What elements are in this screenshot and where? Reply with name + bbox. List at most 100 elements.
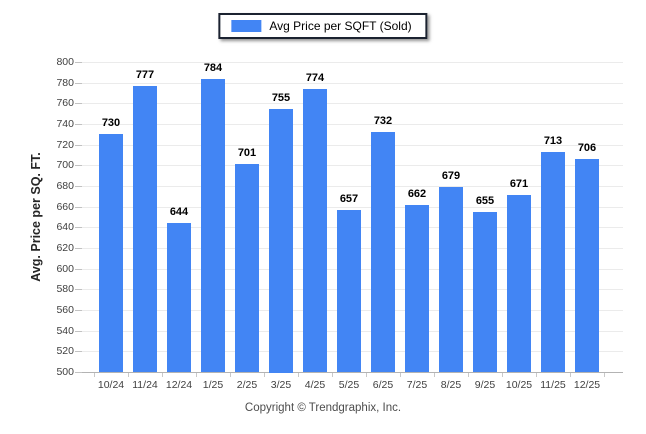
bar[interactable] <box>167 223 191 372</box>
bar[interactable] <box>575 159 599 372</box>
y-axis-tick <box>75 227 82 228</box>
x-axis-tick <box>196 373 197 377</box>
y-axis-tick-label: 780 <box>56 77 74 89</box>
bar[interactable] <box>541 152 565 372</box>
y-axis-tick-label: 560 <box>56 304 74 316</box>
x-axis-tick-label: 2/25 <box>236 379 258 391</box>
y-axis-tick <box>75 372 82 373</box>
bar[interactable] <box>235 164 259 372</box>
y-axis-tick-label: 520 <box>56 345 74 357</box>
y-axis-tick-label: 800 <box>56 56 74 68</box>
bar[interactable] <box>473 212 497 372</box>
y-axis-tick <box>75 186 82 187</box>
y-axis-tick-label: 500 <box>56 366 74 378</box>
x-axis-tick <box>536 373 537 377</box>
x-axis-tick <box>162 373 163 377</box>
gridline <box>82 62 623 63</box>
bar[interactable] <box>133 86 157 372</box>
x-axis-tick-label: 5/25 <box>338 379 360 391</box>
x-axis-tick-label: 1/25 <box>202 379 224 391</box>
bar-value-label: 655 <box>475 195 495 207</box>
bar[interactable] <box>303 89 327 372</box>
bar-value-label: 679 <box>441 170 461 182</box>
y-axis-tick <box>75 62 82 63</box>
y-axis-tick <box>75 103 82 104</box>
x-axis-tick <box>400 373 401 377</box>
bar[interactable] <box>201 79 225 372</box>
bar-value-label: 644 <box>169 206 189 218</box>
x-axis-tick-label: 8/25 <box>440 379 462 391</box>
bar-value-label: 657 <box>339 193 359 205</box>
gridline <box>82 103 623 104</box>
x-axis-tick <box>502 373 503 377</box>
x-axis-tick-label: 3/25 <box>270 379 292 391</box>
y-axis-tick-label: 620 <box>56 242 74 254</box>
y-axis-tick <box>75 145 82 146</box>
x-axis-line <box>82 372 623 373</box>
y-axis-tick <box>75 207 82 208</box>
bar-value-label: 730 <box>101 117 121 129</box>
y-axis-tick-label: 600 <box>56 263 74 275</box>
bar-value-label: 755 <box>271 92 291 104</box>
bar-value-label: 713 <box>543 135 563 147</box>
bar[interactable] <box>99 134 123 372</box>
y-axis-tick <box>75 124 82 125</box>
x-axis-tick-label: 10/25 <box>505 379 533 391</box>
x-axis-tick <box>298 373 299 377</box>
y-axis-tick <box>75 351 82 352</box>
x-axis-tick-label: 10/24 <box>97 379 125 391</box>
y-axis-tick <box>75 269 82 270</box>
y-axis-tick <box>75 165 82 166</box>
bar[interactable] <box>371 132 395 372</box>
y-axis-tick-label: 660 <box>56 201 74 213</box>
legend[interactable]: Avg Price per SQFT (Sold) <box>218 13 428 39</box>
x-axis-tick <box>604 373 605 377</box>
gridline <box>82 165 623 166</box>
bar-value-label: 701 <box>237 147 257 159</box>
bar-value-label: 671 <box>509 178 529 190</box>
x-axis-tick-label: 6/25 <box>372 379 394 391</box>
gridline <box>82 145 623 146</box>
bar-value-label: 784 <box>203 62 223 74</box>
x-axis-tick <box>332 373 333 377</box>
x-axis-tick <box>264 373 265 377</box>
x-axis-tick-label: 4/25 <box>304 379 326 391</box>
x-axis-tick-label: 11/24 <box>132 379 158 391</box>
y-axis-tick-label: 720 <box>56 139 74 151</box>
y-axis-tick-label: 700 <box>56 159 74 171</box>
x-axis-tick-label: 7/25 <box>406 379 428 391</box>
y-axis-tick-label: 760 <box>56 97 74 109</box>
x-axis-tick <box>434 373 435 377</box>
legend-label: Avg Price per SQFT (Sold) <box>269 19 412 33</box>
y-axis-tick <box>75 83 82 84</box>
y-axis-tick-label: 640 <box>56 221 74 233</box>
bar-value-label: 777 <box>135 69 155 81</box>
bar[interactable] <box>337 210 361 372</box>
x-axis-tick-label: 12/25 <box>573 379 601 391</box>
x-axis-tick <box>230 373 231 377</box>
copyright-text: Copyright © Trendgraphix, Inc. <box>244 402 402 414</box>
bar[interactable] <box>507 195 531 372</box>
plot-area: 500 520 540 560 580 600 620 640 660 680 700 720 740 7… <box>56 56 623 391</box>
y-axis-tick-label: 540 <box>56 325 74 337</box>
bar[interactable] <box>269 109 293 373</box>
y-axis-tick-label: 740 <box>56 118 74 130</box>
bar[interactable] <box>405 205 429 372</box>
x-axis-tick <box>468 373 469 377</box>
y-axis-tick-label: 580 <box>56 283 74 295</box>
gridline <box>82 124 623 125</box>
bar-value-label: 732 <box>373 115 393 127</box>
legend-swatch-icon <box>231 20 262 32</box>
bar-value-label: 706 <box>577 142 597 154</box>
bar[interactable] <box>439 187 463 372</box>
gridline <box>82 207 623 208</box>
x-axis-tick-label: 12/24 <box>165 379 193 391</box>
x-axis-tick <box>570 373 571 377</box>
x-axis-tick <box>366 373 367 377</box>
y-axis-tick <box>75 310 82 311</box>
x-axis-tick <box>128 373 129 377</box>
bar-value-label: 662 <box>407 188 427 200</box>
x-axis-tick-label: 11/25 <box>540 379 566 391</box>
gridline <box>82 83 623 84</box>
